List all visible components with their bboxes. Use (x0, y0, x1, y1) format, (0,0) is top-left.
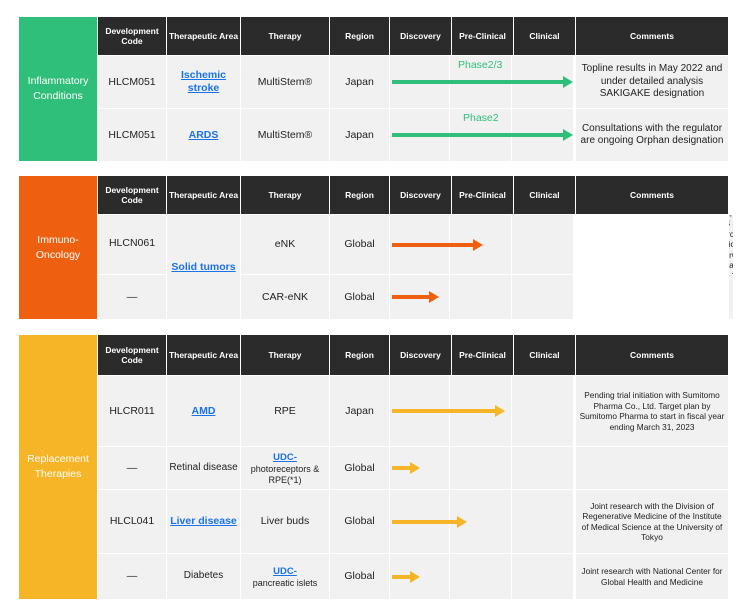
header-discovery: Discovery (390, 17, 451, 55)
comments: Pre-IND: 2022, IND: 2024 Joint research … (729, 215, 733, 274)
category-immuno-oncology: Immuno-Oncology (19, 176, 97, 319)
header-therapy: Therapy (241, 335, 329, 375)
header-therapeutic-area: Therapeutic Area (167, 17, 240, 55)
header-therapy: Therapy (241, 176, 329, 214)
therapy: CAR-eNK (241, 275, 329, 319)
comments (729, 275, 733, 319)
inflammatory-pipeline-table: Inflammatory Conditions Development Code… (19, 17, 728, 161)
development-code: — (98, 554, 166, 599)
header-clinical: Clinical (514, 17, 575, 55)
header-development-code: Development Code (98, 17, 166, 55)
development-code: HLCR011 (98, 376, 166, 446)
header-therapeutic-area: Therapeutic Area (167, 335, 240, 375)
therapy-link[interactable]: UDC- pancreatic islets (241, 554, 329, 599)
phase-label: Phase2 (463, 112, 499, 124)
development-code: HLCN061 (98, 215, 166, 274)
comments: Joint research with National Center for … (576, 554, 728, 599)
progress-cell (390, 215, 575, 274)
header-region: Region (330, 17, 389, 55)
comments: Joint research with the Division of Rege… (576, 490, 728, 553)
therapy: RPE (241, 376, 329, 446)
header-clinical: Clinical (514, 176, 575, 214)
progress-cell: Phase2 (390, 109, 575, 161)
comments (576, 447, 728, 489)
region: Global (330, 215, 389, 274)
progress-arrow (392, 291, 439, 303)
header-discovery: Discovery (390, 176, 451, 214)
progress-arrow (392, 129, 573, 141)
therapy: MultiStem® (241, 109, 329, 161)
development-code: HLCM051 (98, 109, 166, 161)
progress-arrow (392, 238, 483, 251)
header-pre-clinical: Pre-Clinical (452, 335, 513, 375)
header-comments: Comments (576, 335, 728, 375)
therapy-link[interactable]: UDC- photoreceptors & RPE(*1) (241, 447, 329, 489)
therapy: MultiStem® (241, 56, 329, 108)
progress-arrow (392, 462, 420, 474)
header-pre-clinical: Pre-Clinical (452, 17, 513, 55)
therapeutic-area: Diabetes (167, 554, 240, 599)
therapeutic-area-link[interactable]: Ischemic stroke (167, 56, 240, 108)
immuno-oncology-pipeline-table: Immuno-Oncology Development Code Therape… (19, 176, 733, 319)
region: Global (330, 275, 389, 319)
region: Japan (330, 56, 389, 108)
header-development-code: Development Code (98, 335, 166, 375)
therapeutic-area-link[interactable]: Solid tumors (167, 215, 240, 319)
comments: Topline results in May 2022 and under de… (576, 56, 728, 108)
header-development-code: Development Code (98, 176, 166, 214)
category-inflammatory: Inflammatory Conditions (19, 17, 97, 161)
header-region: Region (330, 335, 389, 375)
progress-cell (390, 275, 575, 319)
header-therapeutic-area: Therapeutic Area (167, 176, 240, 214)
progress-cell (390, 554, 575, 599)
progress-arrow (392, 570, 420, 583)
header-pre-clinical: Pre-Clinical (452, 176, 513, 214)
therapeutic-area: Retinal disease (167, 447, 240, 489)
development-code: — (98, 447, 166, 489)
comments: Consultations with the regulator are ong… (576, 109, 728, 161)
progress-cell (390, 490, 575, 553)
development-code: HLCM051 (98, 56, 166, 108)
region: Global (330, 447, 389, 489)
category-replacement-therapies: Replacement Therapies (19, 335, 97, 599)
progress-cell (390, 447, 575, 489)
progress-arrow (392, 515, 467, 528)
header-region: Region (330, 176, 389, 214)
development-code: — (98, 275, 166, 319)
header-comments: Comments (576, 176, 728, 214)
header-therapy: Therapy (241, 17, 329, 55)
progress-arrow (392, 76, 573, 88)
comments: Pending trial initiation with Sumitomo P… (576, 376, 728, 446)
header-comments: Comments (576, 17, 728, 55)
region: Global (330, 554, 389, 599)
progress-cell: Phase2/3 (390, 56, 575, 108)
therapeutic-area-link[interactable]: Liver disease (167, 490, 240, 553)
region: Japan (330, 109, 389, 161)
region: Japan (330, 376, 389, 446)
progress-arrow (392, 405, 505, 417)
therapy: eNK (241, 215, 329, 274)
progress-cell (390, 376, 575, 446)
therapeutic-area-link[interactable]: AMD (167, 376, 240, 446)
region: Global (330, 490, 389, 553)
phase-label: Phase2/3 (458, 59, 503, 71)
header-discovery: Discovery (390, 335, 451, 375)
therapy: Liver buds (241, 490, 329, 553)
therapeutic-area-link[interactable]: ARDS (167, 109, 240, 161)
header-clinical: Clinical (514, 335, 575, 375)
replacement-therapies-pipeline-table: Replacement Therapies Development Code T… (19, 335, 728, 599)
development-code: HLCL041 (98, 490, 166, 553)
